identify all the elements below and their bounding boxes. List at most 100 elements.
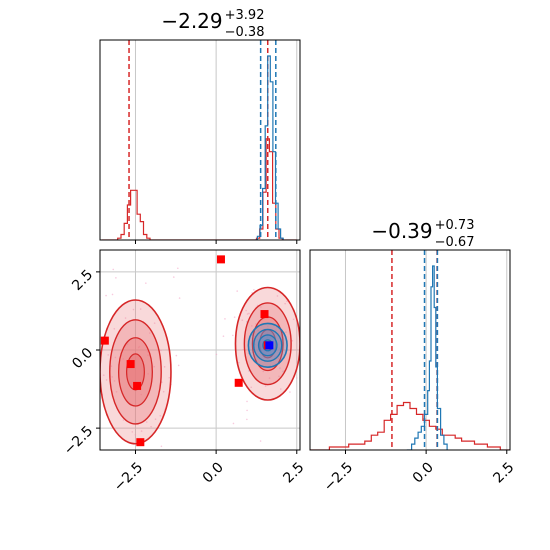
sample-point [285, 331, 287, 333]
marginal-right-frame [309, 249, 511, 451]
sample-point [277, 357, 280, 360]
marker-point [265, 341, 274, 350]
sample-point [159, 414, 162, 417]
sample-point [111, 293, 114, 296]
sample-point [102, 374, 105, 376]
sample-point [172, 276, 175, 278]
histogram-line [406, 265, 448, 450]
sample-point [115, 277, 117, 279]
sample-point [276, 295, 279, 297]
sample-point [291, 339, 294, 342]
sample-point [86, 396, 88, 398]
joint-y-tick-label: 2.5 [69, 267, 96, 294]
sample-point [282, 370, 284, 373]
sample-point [146, 350, 149, 353]
sample-point [140, 430, 143, 432]
sample-point [145, 421, 148, 423]
sample-point [115, 390, 118, 393]
sample-point [162, 390, 165, 393]
sample-point [259, 440, 262, 442]
sample-point [254, 343, 257, 346]
sample-point [292, 318, 295, 321]
title-param-1-lower: −0.38 [225, 25, 265, 40]
sample-point [236, 290, 239, 292]
sample-point [177, 364, 180, 367]
sample-point [178, 297, 181, 299]
sample-point [94, 301, 96, 303]
sample-point [139, 308, 142, 310]
sample-point [238, 361, 240, 364]
sample-point [224, 318, 226, 320]
sample-point [132, 308, 135, 311]
sample-point [231, 334, 234, 337]
sample-point [241, 319, 244, 321]
sample-point [245, 309, 247, 312]
sample-point [251, 325, 253, 327]
joint-contour-panel [86, 249, 301, 505]
sample-point [124, 317, 127, 319]
title-param-1: −2.29 [161, 9, 222, 33]
sample-point [246, 400, 248, 403]
sample-point [232, 422, 235, 425]
marker-point [133, 381, 142, 390]
sample-point [110, 365, 113, 367]
sample-point [107, 354, 109, 356]
sample-point [168, 376, 171, 379]
sample-point [274, 355, 276, 358]
marginal-right-panel [309, 249, 511, 454]
sample-point [262, 370, 265, 373]
sample-point [149, 332, 151, 334]
title-param-2-lower: −0.67 [435, 235, 475, 250]
sample-point [215, 353, 218, 356]
sample-point [171, 465, 173, 467]
sample-point [278, 347, 281, 350]
sample-point [256, 338, 259, 341]
sample-point [253, 289, 255, 291]
sample-point [105, 379, 108, 381]
joint-x-tick-label: 0.0 [200, 459, 227, 486]
sample-point [284, 302, 286, 305]
sample-point [286, 300, 288, 303]
sample-point [248, 312, 250, 315]
marker-point [216, 255, 225, 264]
sample-point [175, 354, 178, 357]
sample-point [140, 393, 143, 396]
title-param-2-upper: +0.73 [435, 218, 475, 233]
sample-point [246, 418, 248, 421]
sample-point [269, 364, 272, 367]
marker-point [136, 438, 145, 447]
sample-point [261, 503, 263, 505]
joint-frame [99, 249, 301, 451]
title-param-2: −0.39 [371, 219, 432, 243]
sample-point [163, 366, 166, 368]
sample-point [105, 294, 107, 297]
sample-point [268, 377, 271, 379]
title-param-1-upper: +3.92 [225, 8, 265, 23]
sample-point [279, 388, 282, 390]
sample-point [275, 329, 277, 331]
sample-point [111, 376, 113, 378]
sample-point [242, 348, 245, 351]
sample-point [145, 282, 147, 284]
sample-point [97, 314, 99, 316]
joint-y-tick-label: 0.0 [69, 345, 96, 372]
sample-point [255, 323, 257, 325]
sample-point [122, 419, 125, 421]
sample-point [113, 380, 116, 382]
sample-point [266, 325, 269, 327]
joint-x-tick-label: −2.5 [111, 459, 146, 494]
sample-point [260, 306, 262, 308]
right-x-tick-label: 0.0 [410, 459, 437, 486]
marginal-top-panel [99, 39, 301, 244]
sample-point [233, 316, 236, 318]
sample-point [257, 329, 259, 332]
sample-point [295, 377, 298, 379]
sample-point [147, 354, 149, 357]
sample-point [250, 386, 253, 389]
sample-point [160, 445, 163, 448]
marker-point [234, 378, 243, 387]
marker-point [126, 360, 135, 369]
sample-point [113, 327, 116, 330]
marker-point [100, 336, 109, 345]
